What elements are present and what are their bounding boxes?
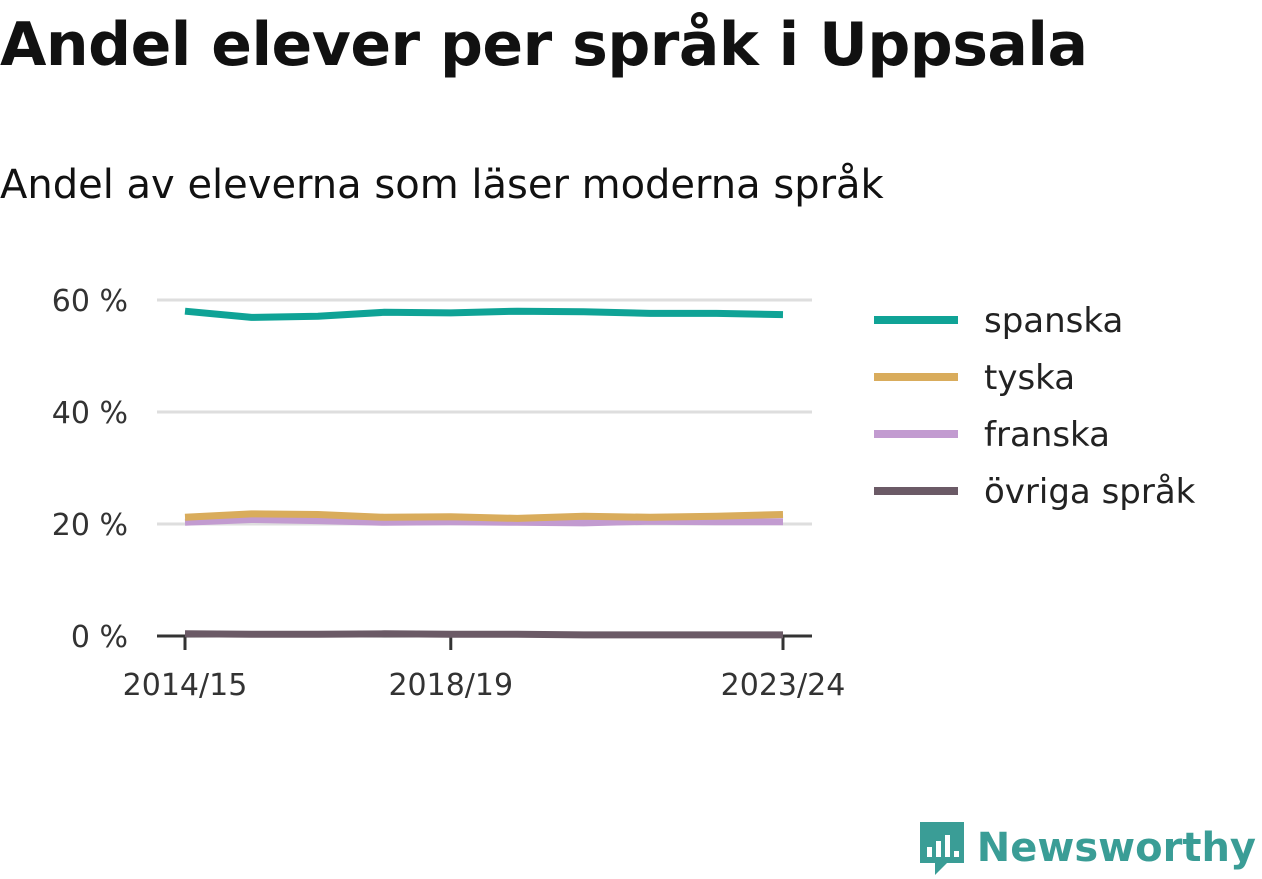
x-tick-label: 2023/24 (721, 668, 846, 703)
legend-label: tyska (984, 358, 1075, 398)
y-tick-label: 40 % (52, 396, 128, 431)
y-tick-label: 0 % (71, 620, 128, 655)
legend-label: spanska (984, 301, 1123, 341)
page-title: Andel elever per språk i Uppsala (0, 10, 1088, 80)
brand-name: Newsworthy (976, 825, 1256, 871)
x-tick-label: 2014/15 (123, 668, 248, 703)
page-subtitle: Andel av eleverna som läser moderna språ… (0, 162, 884, 208)
brand-logo: Newsworthy (917, 819, 1256, 877)
x-tick-label: 2018/19 (388, 668, 513, 703)
legend-label: övriga språk (984, 472, 1196, 512)
newsworthy-logo-icon (919, 822, 964, 875)
series-line (184, 630, 783, 639)
axis-layer: 0 % 20 % 40 % 60 % 2014/15 2018/19 2023/24 (52, 284, 846, 703)
legend: spanska tyska franska övriga språk (874, 301, 1196, 512)
series-line (184, 307, 784, 321)
series-line (184, 510, 784, 522)
legend-label: franska (984, 415, 1110, 455)
grid-layer (157, 298, 812, 526)
series-layer (184, 307, 784, 639)
y-tick-label: 60 % (52, 284, 128, 319)
series-line (184, 516, 783, 527)
y-tick-label: 20 % (52, 508, 128, 543)
